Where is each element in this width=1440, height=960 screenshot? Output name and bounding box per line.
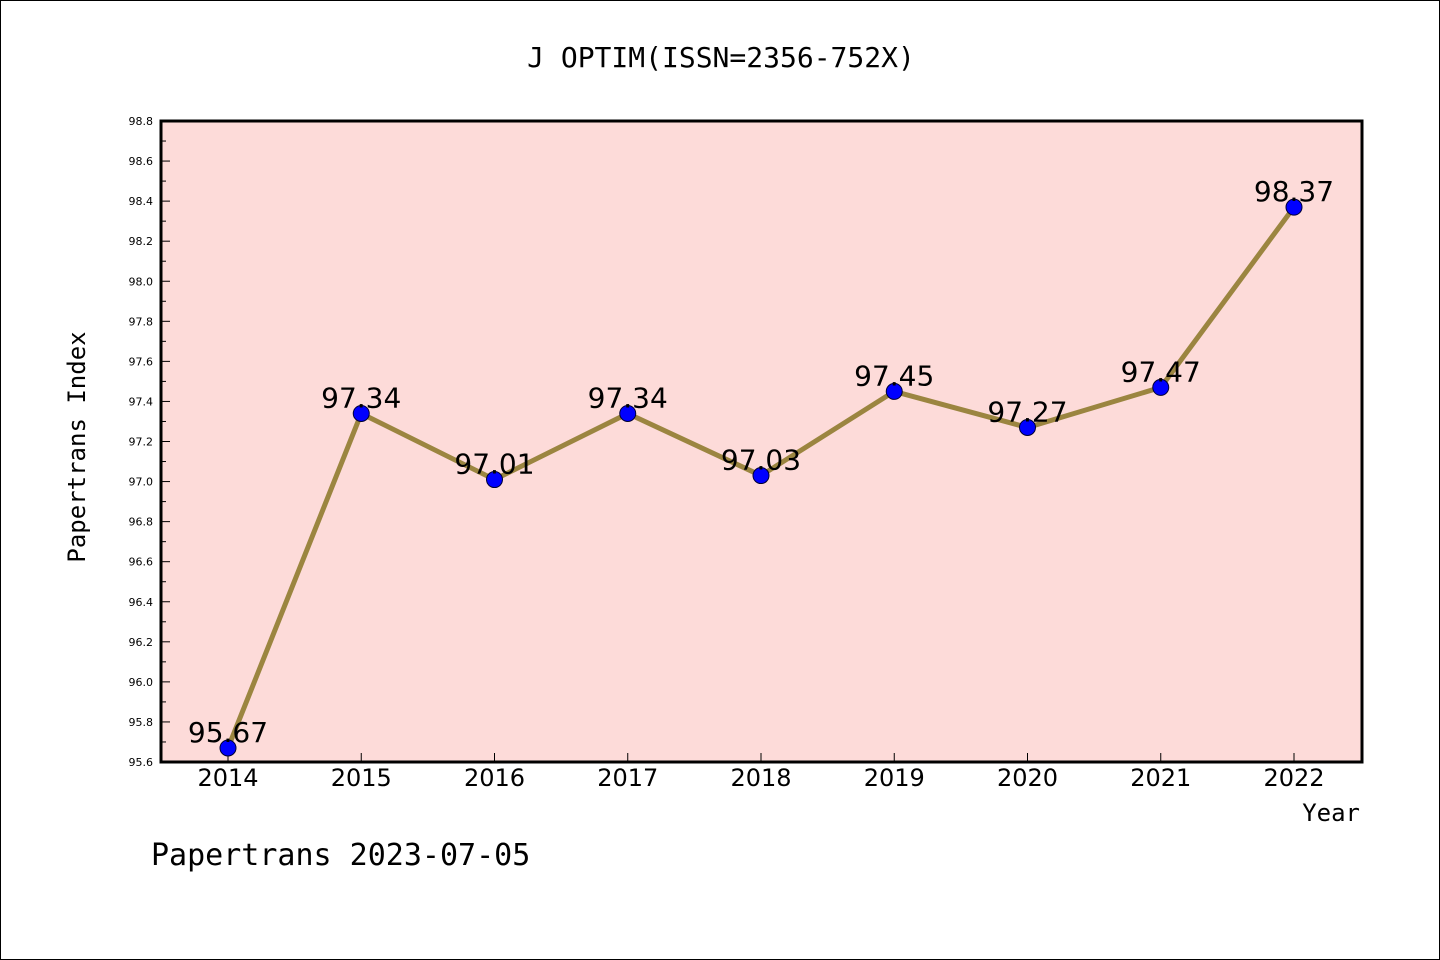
y-tick-label: 97.4 — [129, 395, 154, 408]
data-label: 97.03 — [721, 444, 801, 477]
y-tick-label: 98.8 — [129, 115, 154, 128]
y-tick-label: 98.0 — [129, 275, 154, 288]
data-label: 98.37 — [1254, 175, 1334, 208]
y-tick-label: 98.4 — [129, 195, 154, 208]
y-tick-label: 95.6 — [129, 756, 154, 769]
footer-date: Papertrans 2023-07-05 — [151, 838, 530, 873]
series-papertrans-index — [219, 198, 1303, 757]
chart-title: J OPTIM(ISSN=2356-752X) — [527, 41, 915, 74]
y-tick-label: 96.2 — [129, 636, 154, 649]
data-point — [219, 739, 237, 757]
x-tick-label: 2021 — [1130, 764, 1191, 792]
x-axis: 2014 2015 2016 2017 2018 2019 2020 2021 2022 — [197, 753, 1325, 792]
data-label: 97.45 — [854, 359, 934, 392]
y-axis-label: Papertrans Index — [63, 331, 91, 562]
y-tick-label: 96.4 — [129, 596, 154, 609]
x-axis-label: Year — [1302, 799, 1360, 827]
data-point — [486, 471, 503, 489]
y-tick-label: 97.8 — [129, 315, 154, 328]
data-point — [885, 382, 903, 400]
y-tick-label: 95.8 — [129, 716, 154, 729]
y-tick-label: 98.6 — [129, 155, 154, 168]
data-label: 95.67 — [188, 716, 268, 749]
x-tick-label: 2016 — [464, 764, 525, 792]
data-label: 97.34 — [588, 381, 668, 414]
x-tick-label: 2022 — [1263, 764, 1324, 792]
y-tick-label: 97.6 — [129, 355, 154, 368]
x-tick-label: 2017 — [597, 764, 658, 792]
x-tick-label: 2018 — [730, 764, 791, 792]
plot-area — [161, 121, 1362, 762]
x-tick-label: 2014 — [197, 764, 258, 792]
data-label: 97.47 — [1121, 355, 1201, 388]
data-point — [752, 467, 770, 485]
y-tick-label: 96.0 — [129, 676, 154, 689]
data-point — [352, 404, 370, 422]
data-label: 97.01 — [454, 448, 534, 481]
y-tick-label: 98.2 — [129, 235, 154, 248]
data-label: 97.27 — [987, 395, 1067, 428]
data-label: 97.34 — [321, 381, 401, 414]
x-tick-label: 2015 — [331, 764, 392, 792]
data-point — [619, 404, 637, 422]
y-tick-label: 96.8 — [129, 516, 154, 529]
y-tick-label: 97.2 — [129, 436, 154, 449]
y-tick-label: 96.6 — [129, 556, 154, 569]
data-point — [1285, 198, 1303, 216]
data-point — [1152, 378, 1170, 396]
data-labels: 95.67 97.34 97.01 97.34 97.03 97.45 97.27 97.47… — [188, 175, 1334, 749]
y-tick-label: 97.0 — [129, 476, 154, 489]
x-tick-label: 2020 — [997, 764, 1058, 792]
y-axis: 95.6 95.8 96.0 96.2 96.4 96.6 96.8 97.0 97.2 97.4… — [129, 115, 170, 769]
plot-border — [159, 119, 1364, 764]
data-point — [1019, 418, 1036, 436]
x-tick-label: 2019 — [864, 764, 925, 792]
